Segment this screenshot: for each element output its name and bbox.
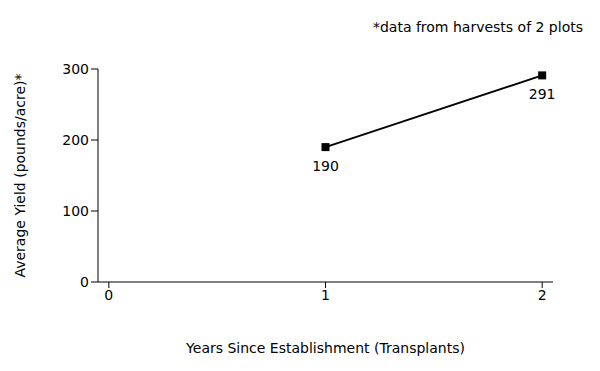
svg-text:0: 0 — [80, 274, 89, 290]
svg-text:100: 100 — [62, 203, 89, 219]
html-text:*data from harvests of 2 plots: *data from harvests of 2 plots — [372, 19, 583, 35]
svg-text:0: 0 — [104, 287, 113, 303]
svg-text:Average Yield (pounds/acre)*: Average Yield (pounds/acre)* — [12, 73, 28, 277]
svg-text:291: 291 — [529, 86, 556, 102]
svg-text:300: 300 — [62, 61, 89, 77]
svg-text:190: 190 — [312, 158, 339, 174]
svg-text:2: 2 — [538, 287, 547, 303]
svg-text:200: 200 — [62, 132, 89, 148]
svg-text:1: 1 — [321, 287, 330, 303]
svg-text:Years Since Establishment (Tra: Years Since Establishment (Transplants) — [185, 340, 465, 356]
